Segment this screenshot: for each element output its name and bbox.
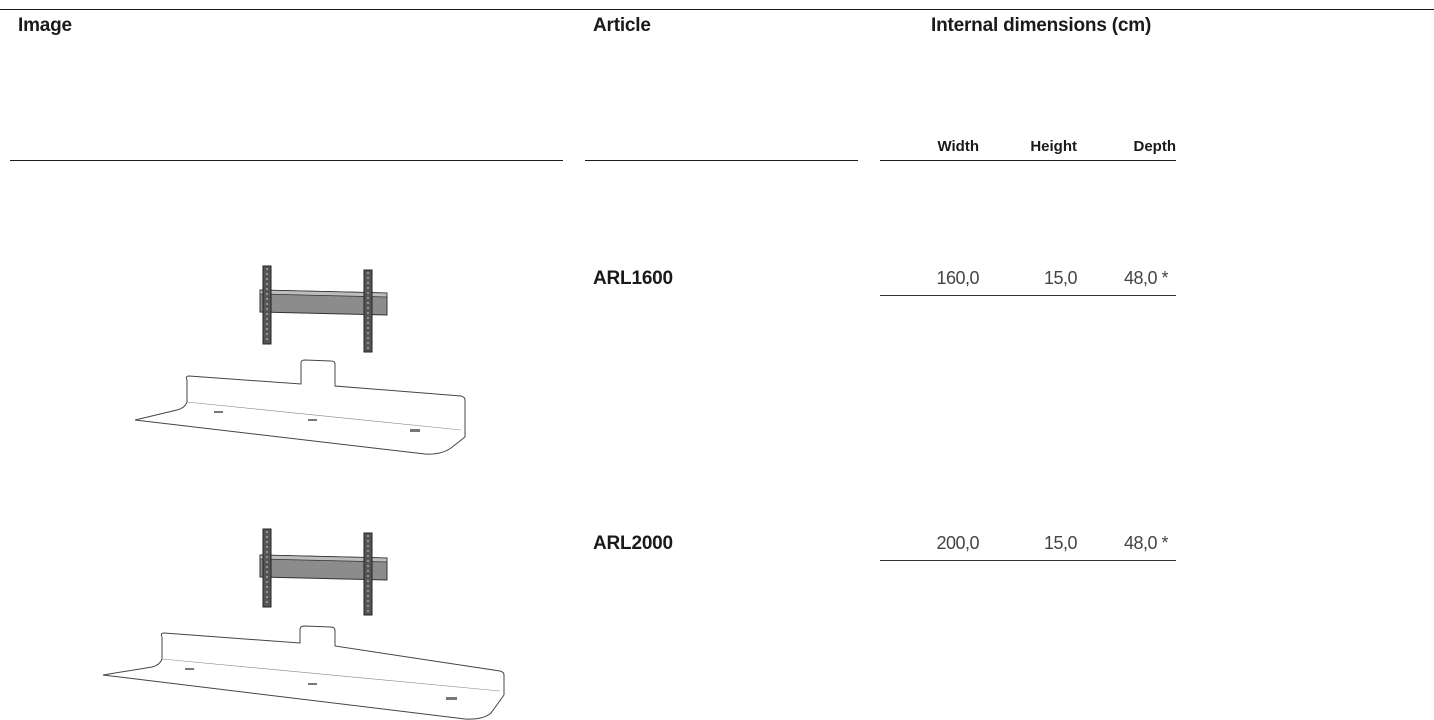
header-internal-dimensions: Internal dimensions (cm) (931, 15, 1152, 36)
header-rule-dimensions (880, 160, 1176, 161)
height-value: 15,0 (1043, 268, 1078, 288)
width-value: 200,0 (936, 533, 979, 553)
header-rule-article (585, 160, 858, 161)
tv-shelf-bracket-icon (134, 265, 466, 455)
header-image: Image (18, 15, 72, 36)
article-code: ARL2000 (593, 533, 673, 554)
header-rule-image (10, 160, 563, 161)
height-value: 15,0 (1043, 533, 1078, 553)
tv-shelf-bracket-icon (102, 528, 505, 720)
width-value: 160,0 (936, 268, 979, 288)
depth-value: 48,0 * (1123, 268, 1169, 288)
row-rule (880, 295, 1176, 296)
header-article: Article (593, 15, 651, 36)
subheader-width: Width (937, 138, 979, 155)
subheader-height: Height (1030, 138, 1077, 155)
article-code: ARL1600 (593, 268, 673, 289)
top-rule (0, 9, 1434, 10)
subheader-depth: Depth (1133, 138, 1177, 155)
depth-value: 48,0 * (1123, 533, 1169, 553)
row-rule (880, 560, 1176, 561)
